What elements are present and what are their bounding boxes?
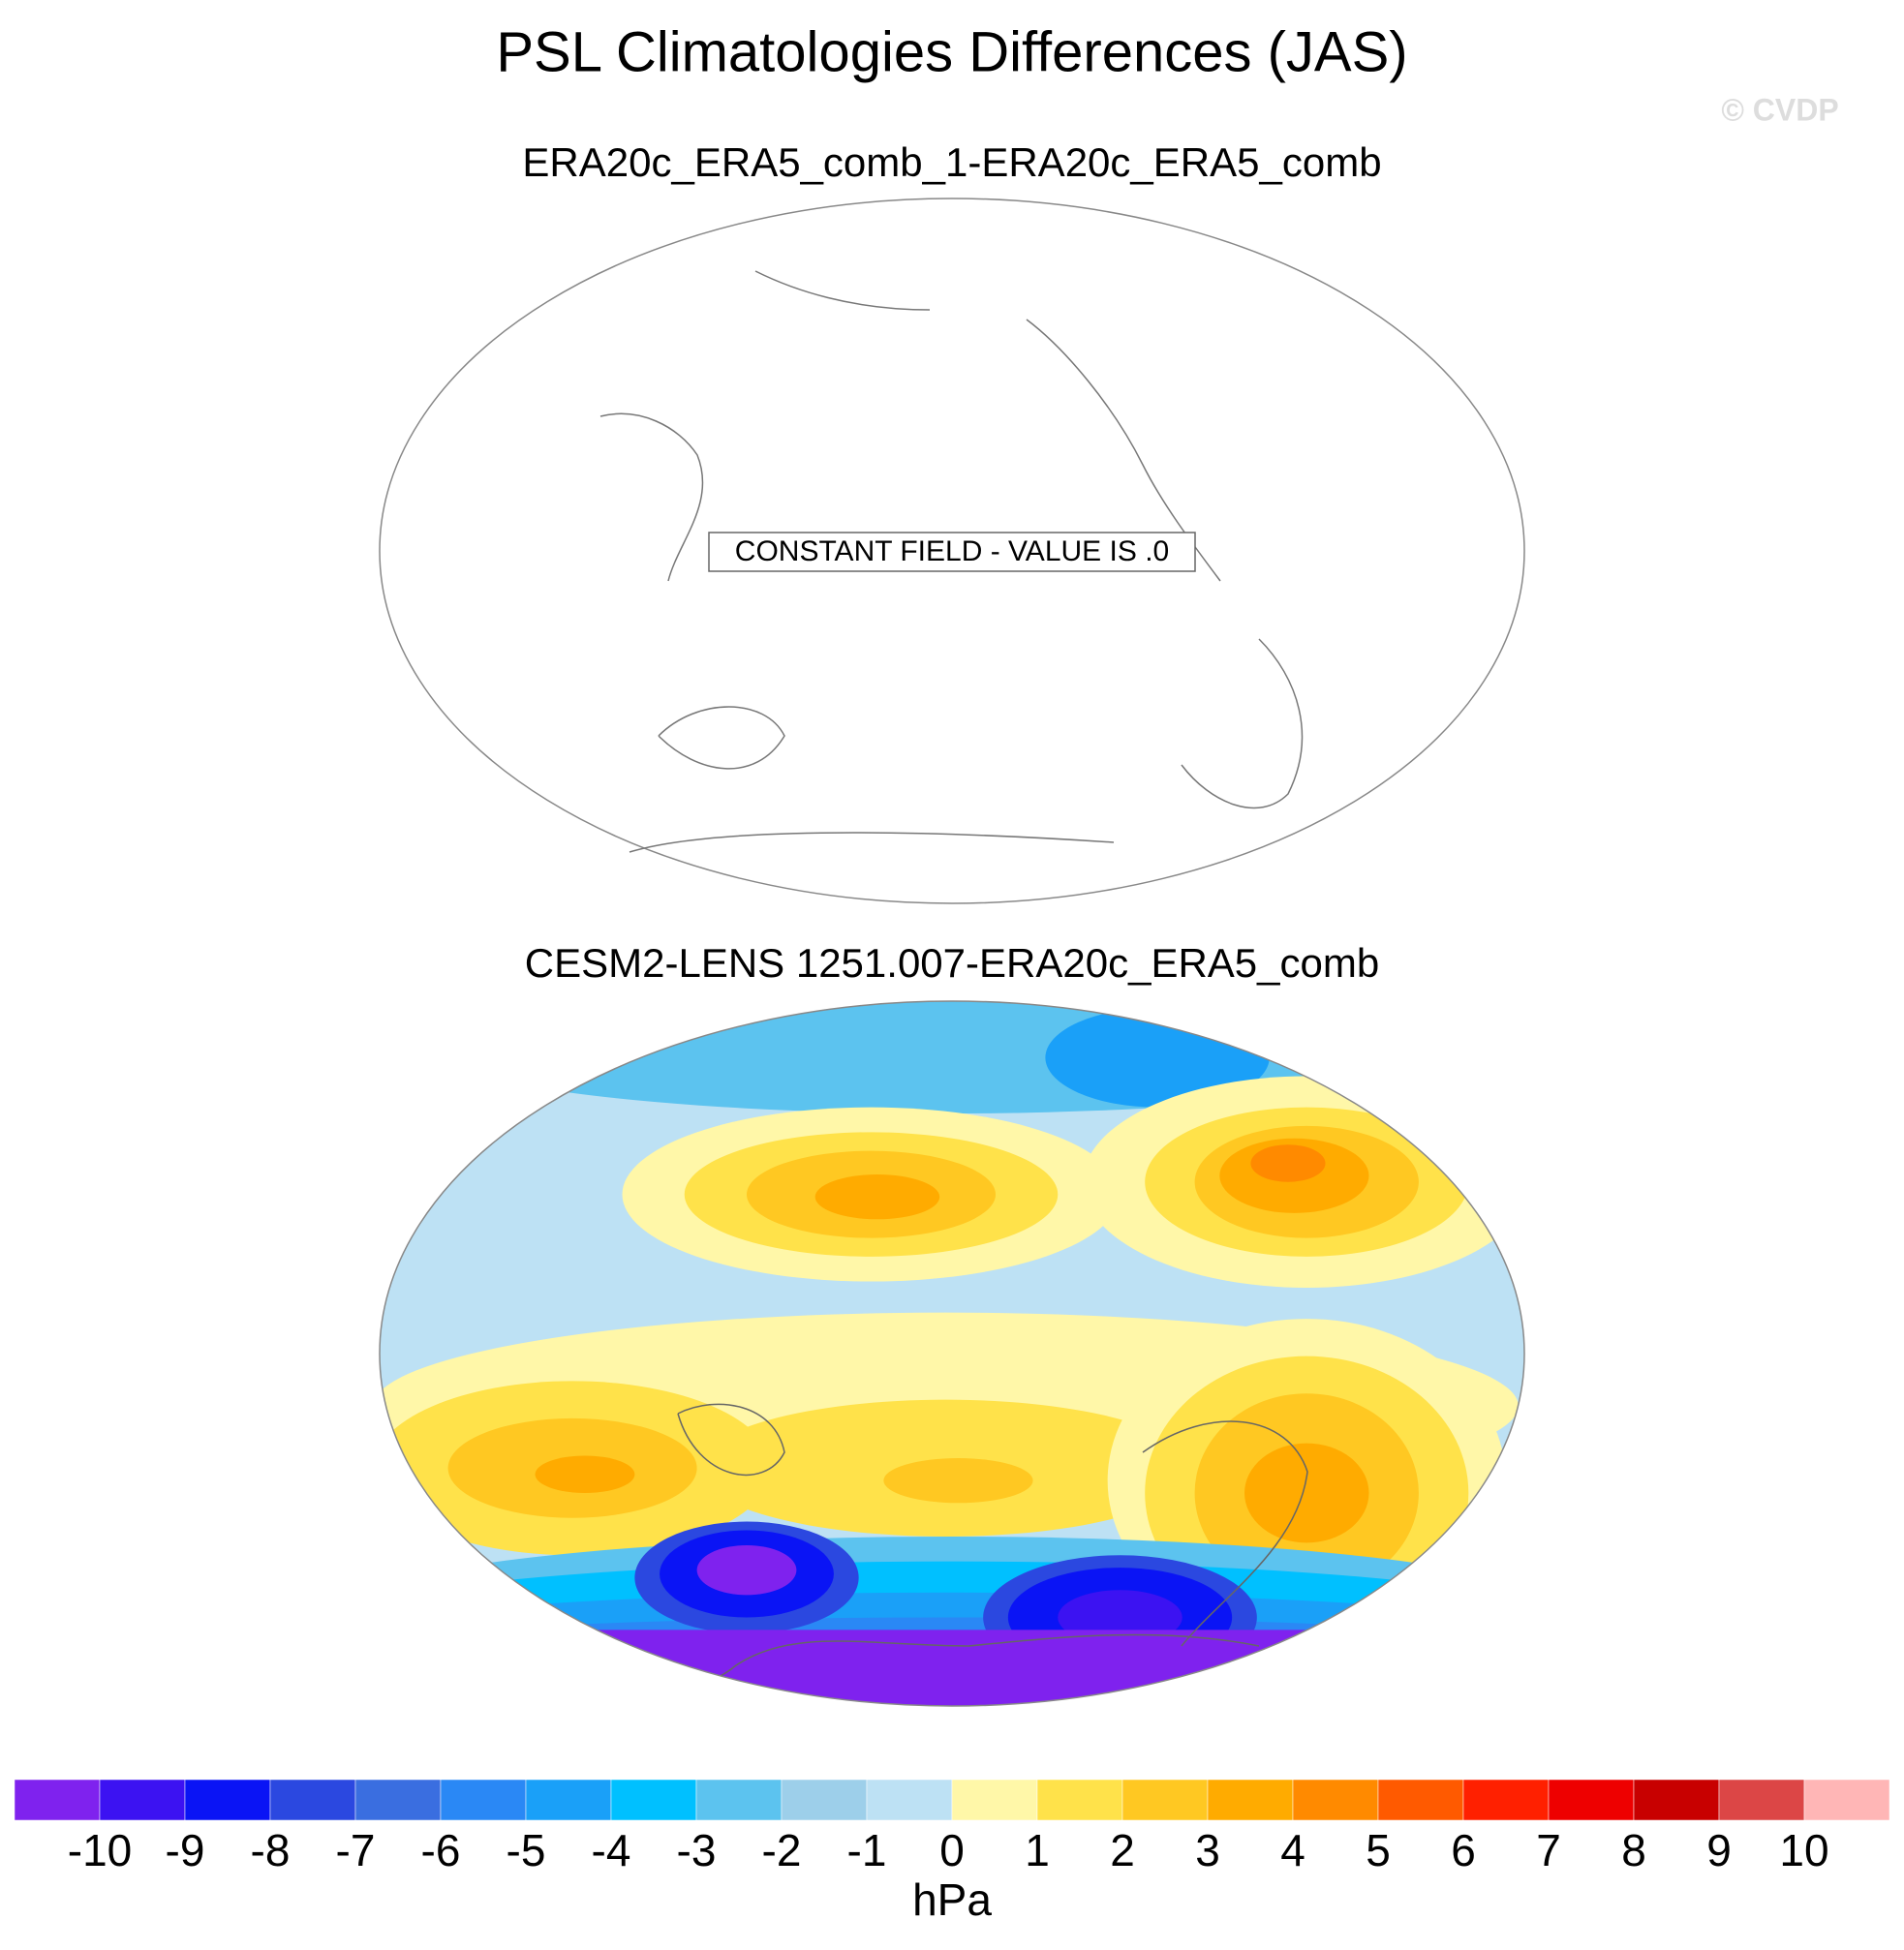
field-region (1244, 1443, 1369, 1543)
colorbar-tick-label: -5 (507, 1825, 546, 1875)
colorbar-box (1633, 1779, 1720, 1821)
colorbar-box (1462, 1779, 1550, 1821)
field-region (883, 1458, 1033, 1504)
colorbar-label: hPa (912, 1874, 992, 1925)
colorbar-tick-label: 8 (1621, 1825, 1646, 1875)
colorbar-tick-label: -1 (847, 1825, 887, 1875)
colorbar-tick-label: -7 (336, 1825, 376, 1875)
colorbar-box (781, 1779, 868, 1821)
colorbar-tick-label: -9 (166, 1825, 205, 1875)
map-field (380, 1001, 1524, 1706)
colorbar-tick-label: 7 (1536, 1825, 1561, 1875)
colorbar-box (1803, 1779, 1890, 1821)
colorbar-tick-label: 4 (1280, 1825, 1305, 1875)
colorbar-tick-label: -2 (762, 1825, 802, 1875)
field-region (696, 1544, 797, 1596)
colorbar-box (99, 1779, 186, 1821)
colorbar-box (525, 1779, 612, 1821)
field-region (535, 1455, 635, 1493)
colorbar-box (1121, 1779, 1209, 1821)
panel-note: CONSTANT FIELD - VALUE IS .0 (735, 535, 1169, 567)
colorbar-box (951, 1779, 1038, 1821)
map-outline (379, 1000, 1525, 1707)
colorbar-box (1292, 1779, 1379, 1821)
colorbar-tick-label: 9 (1706, 1825, 1732, 1875)
panel-title: CESM2-LENS 1251.007-ERA20c_ERA5_comb (525, 940, 1379, 986)
field-region (1250, 1144, 1326, 1182)
colorbar-box (184, 1779, 271, 1821)
colorbar-box (610, 1779, 697, 1821)
colorbar-box (14, 1779, 101, 1821)
coastline (599, 270, 1304, 853)
colorbar-tick-label: -6 (421, 1825, 461, 1875)
colorbar-tick-label: -10 (68, 1825, 132, 1875)
colorbar-box (866, 1779, 953, 1821)
colorbar-box (354, 1779, 442, 1821)
colorbar-box (269, 1779, 356, 1821)
colorbar-tick-label: 1 (1025, 1825, 1050, 1875)
panel-title: ERA20c_ERA5_comb_1-ERA20c_ERA5_comb (522, 139, 1381, 185)
colorbar-box (1207, 1779, 1294, 1821)
colorbar-tick-label: 10 (1779, 1825, 1828, 1875)
figure-title: PSL Climatologies Differences (JAS) (496, 20, 1407, 83)
watermark: © CVDP (1721, 92, 1838, 127)
colorbar-box (695, 1779, 783, 1821)
colorbar-box (1548, 1779, 1635, 1821)
colorbar-tick-label: 6 (1451, 1825, 1476, 1875)
colorbar-tick-label: -8 (251, 1825, 291, 1875)
colorbar-tick-label: 5 (1366, 1825, 1391, 1875)
field-region (814, 1174, 940, 1220)
colorbar-box (1036, 1779, 1123, 1821)
colorbar-tick-label: -3 (677, 1825, 717, 1875)
colorbar: -10 -9 -8 -7 -6 -5 -4 -3 -2 -1 0 1 2 3 4 5 6 7 8 9 10 (14, 1779, 1890, 1875)
colorbar-box (440, 1779, 527, 1821)
colorbar-tick-label: 3 (1195, 1825, 1220, 1875)
colorbar-tick-label: 0 (939, 1825, 965, 1875)
colorbar-tick-label: -4 (592, 1825, 631, 1875)
colorbar-tick-label: 2 (1110, 1825, 1135, 1875)
colorbar-box (1377, 1779, 1464, 1821)
note-box (708, 532, 1196, 572)
colorbar-box (1718, 1779, 1805, 1821)
